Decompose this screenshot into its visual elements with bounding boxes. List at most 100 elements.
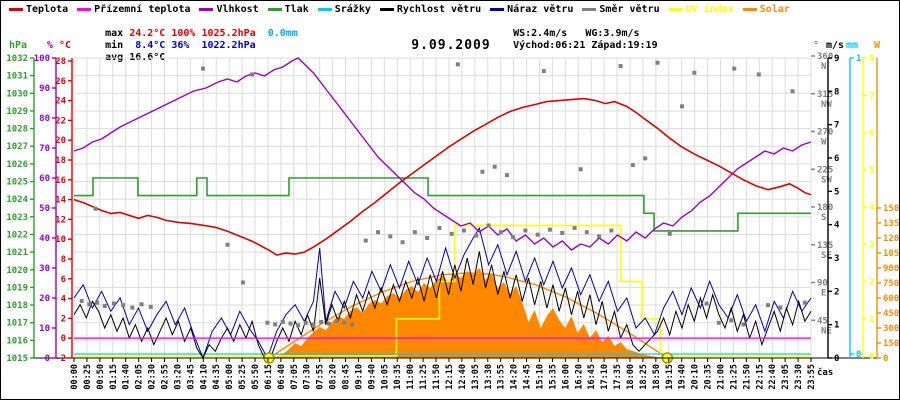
legend-label: Směr větru	[599, 4, 660, 15]
legend-label: Přízemní teplota	[94, 4, 191, 15]
svg-text:1015: 1015	[6, 354, 28, 364]
svg-text:05:25: 05:25	[238, 364, 248, 390]
svg-text:°C: °C	[59, 40, 71, 51]
legend-swatch	[317, 8, 332, 11]
svg-text:19:15: 19:15	[665, 364, 675, 390]
svg-text:08:20: 08:20	[329, 364, 339, 390]
svg-text:180: 180	[817, 203, 833, 213]
svg-text:19:40: 19:40	[678, 364, 688, 390]
svg-text:04:35: 04:35	[212, 364, 222, 390]
svg-text:60: 60	[39, 174, 50, 184]
legend-item-5: Srážky	[317, 4, 371, 15]
svg-text:21:00: 21:00	[716, 364, 726, 390]
svg-text:450: 450	[883, 309, 899, 319]
svg-text:1: 1	[834, 321, 839, 331]
legend-item-2: Přízemní teplota	[77, 4, 190, 15]
svg-text:12: 12	[55, 215, 66, 225]
svg-text:0: 0	[834, 354, 839, 364]
svg-text:16:00: 16:00	[561, 364, 571, 390]
svg-text:03:45: 03:45	[186, 364, 196, 390]
svg-text:900: 900	[883, 264, 899, 274]
svg-text:360: 360	[817, 52, 833, 62]
stats-max-pressure: 1025.2hPa	[201, 28, 256, 39]
svg-text:mm: mm	[846, 40, 858, 51]
svg-text:20: 20	[55, 136, 66, 146]
svg-text:NE: NE	[821, 326, 832, 336]
stats-wind-row: WS:2.4m/s WG:3.9m/s	[489, 17, 640, 50]
svg-text:21:25: 21:25	[729, 364, 739, 390]
svg-text:10: 10	[55, 235, 66, 245]
stats-max-humidity: 100%	[171, 28, 196, 39]
svg-text:18: 18	[55, 156, 66, 166]
legend-swatch	[77, 8, 92, 11]
svg-text:6: 6	[61, 275, 66, 285]
svg-text:135: 135	[817, 241, 833, 251]
svg-text:14: 14	[55, 196, 66, 206]
svg-text:315: 315	[817, 90, 833, 100]
svg-text:05:00: 05:00	[225, 364, 235, 390]
svg-text:1026: 1026	[6, 160, 28, 170]
stats-max-rain: 0.0mm	[267, 28, 298, 39]
svg-text:0: 0	[869, 352, 874, 362]
svg-text:11:25: 11:25	[419, 364, 429, 390]
svg-text:1024: 1024	[6, 195, 28, 205]
svg-text:5: 5	[834, 187, 839, 197]
svg-text:1021: 1021	[6, 248, 28, 258]
svg-text:06:40: 06:40	[277, 364, 287, 390]
legend-swatch	[668, 8, 683, 11]
svg-text:16: 16	[55, 176, 66, 186]
svg-text:600: 600	[883, 294, 899, 304]
chart-title: 9.09.2009	[411, 38, 491, 53]
svg-text:1200: 1200	[883, 234, 900, 244]
svg-text:01:15: 01:15	[109, 364, 119, 390]
legend-swatch	[742, 8, 757, 11]
svg-text:10: 10	[39, 324, 50, 334]
svg-text:23:05: 23:05	[781, 364, 791, 390]
stats-max-label: max	[105, 28, 124, 39]
svg-text:E: E	[821, 289, 826, 299]
svg-text:12:15: 12:15	[445, 364, 455, 390]
svg-text:1019: 1019	[6, 283, 28, 293]
svg-text:1050: 1050	[883, 249, 900, 259]
svg-text:750: 750	[883, 279, 899, 289]
svg-text:26: 26	[55, 77, 66, 87]
svg-text:30: 30	[39, 264, 50, 274]
stats-max-temp: 24.2°C	[129, 28, 166, 39]
svg-text:16:45: 16:45	[587, 364, 597, 390]
svg-text:čas: čas	[817, 367, 833, 378]
svg-text:90: 90	[817, 279, 828, 289]
stats-sunrise: Východ:06:21	[513, 40, 586, 51]
legend-label: Solar	[759, 4, 790, 15]
legend-label: Náraz větru	[507, 4, 574, 15]
svg-text:15:35: 15:35	[548, 364, 558, 390]
svg-text:28: 28	[55, 57, 66, 67]
legend-label: Vlhkost	[216, 4, 259, 15]
svg-text:S: S	[821, 213, 826, 223]
legend-item-3: Vlhkost	[199, 4, 259, 15]
svg-text:300: 300	[883, 324, 899, 334]
svg-text:8: 8	[869, 54, 874, 64]
svg-text:SE: SE	[821, 251, 832, 261]
svg-text:1023: 1023	[6, 213, 28, 223]
svg-text:40: 40	[39, 234, 50, 244]
svg-text:m/s: m/s	[826, 40, 844, 51]
svg-text:10:35: 10:35	[393, 364, 403, 390]
svg-text:150: 150	[883, 339, 899, 349]
svg-text:N: N	[821, 62, 826, 72]
svg-text:17:10: 17:10	[600, 364, 610, 390]
svg-text:22:15: 22:15	[755, 364, 765, 390]
svg-text:1031: 1031	[6, 72, 28, 82]
svg-text:7: 7	[834, 121, 839, 131]
svg-text:11:00: 11:00	[406, 364, 416, 390]
svg-text:6: 6	[834, 154, 839, 164]
svg-text:15:10: 15:10	[535, 364, 545, 390]
svg-text:20: 20	[39, 294, 50, 304]
svg-text:20:35: 20:35	[704, 364, 714, 390]
stats-wind-gust: WG:3.9m/s	[585, 28, 640, 39]
svg-text:22: 22	[55, 116, 66, 126]
legend-swatch	[379, 8, 394, 11]
legend-swatch	[582, 8, 597, 11]
svg-text:NW: NW	[821, 100, 832, 110]
stats-min-row: min 8.4°C 36% 1022.2hPa	[81, 29, 256, 62]
